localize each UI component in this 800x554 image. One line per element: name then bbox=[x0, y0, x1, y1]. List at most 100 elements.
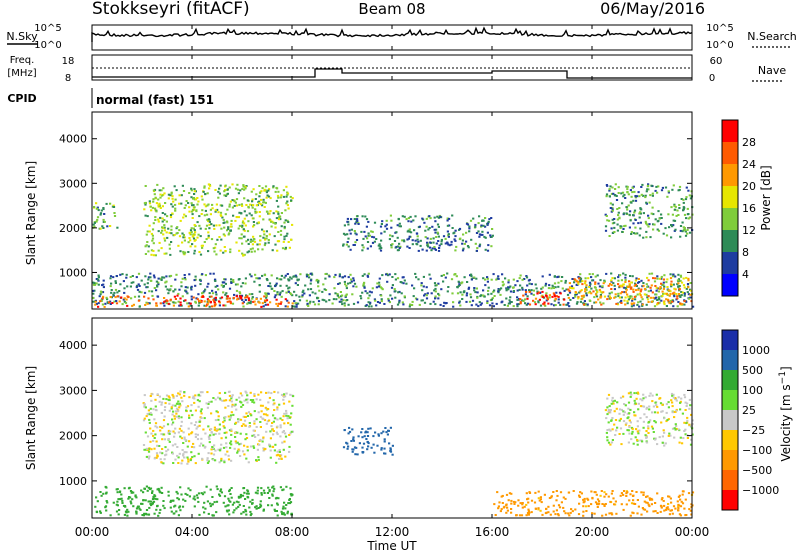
echo-cell bbox=[346, 447, 349, 450]
echo-cell bbox=[190, 295, 193, 298]
echo-cell bbox=[228, 418, 231, 421]
echo-cell bbox=[182, 236, 185, 239]
echo-cell bbox=[547, 287, 550, 290]
echo-cell bbox=[656, 191, 659, 194]
echo-cell bbox=[609, 500, 612, 503]
echo-cell bbox=[632, 290, 635, 293]
echo-cell bbox=[289, 393, 292, 396]
echo-cell bbox=[273, 508, 276, 511]
echo-cell bbox=[637, 191, 640, 194]
echo-cell bbox=[652, 405, 655, 408]
echo-cell bbox=[551, 284, 554, 287]
echo-cell bbox=[650, 503, 653, 506]
echo-cell bbox=[325, 300, 328, 303]
echo-cell bbox=[97, 302, 100, 305]
echo-cell bbox=[305, 275, 309, 278]
x-tick-label: 12:00 bbox=[375, 525, 410, 539]
echo-cell bbox=[666, 506, 669, 509]
echo-cell bbox=[190, 231, 193, 234]
echo-cell bbox=[407, 220, 410, 223]
echo-cell bbox=[633, 209, 637, 212]
echo-cell bbox=[527, 513, 530, 516]
echo-cell bbox=[446, 290, 449, 293]
echo-cell bbox=[210, 305, 214, 308]
echo-cell bbox=[526, 295, 529, 298]
echo-cell bbox=[371, 287, 374, 290]
echo-cell bbox=[248, 293, 251, 296]
echo-cell bbox=[214, 209, 217, 212]
echo-cell bbox=[147, 486, 150, 489]
echo-cell bbox=[438, 244, 441, 247]
echo-cell bbox=[654, 421, 657, 424]
echo-cell bbox=[653, 223, 656, 226]
echo-cell bbox=[480, 302, 483, 305]
echo-cell bbox=[266, 420, 269, 423]
echo-cell bbox=[585, 292, 588, 295]
echo-cell bbox=[200, 408, 203, 411]
echo-cell bbox=[618, 433, 621, 435]
echo-cell bbox=[158, 205, 161, 207]
echo-cell bbox=[562, 496, 565, 499]
echo-cell bbox=[230, 428, 233, 431]
echo-cell bbox=[175, 410, 178, 413]
echo-cell bbox=[254, 303, 257, 306]
echo-cell bbox=[202, 444, 205, 447]
echo-cell bbox=[634, 195, 637, 198]
echo-cell bbox=[577, 296, 580, 299]
echo-cell bbox=[296, 278, 299, 281]
echo-cell bbox=[231, 206, 234, 209]
echo-cell bbox=[285, 185, 288, 188]
echo-cell bbox=[184, 204, 187, 207]
n-search-label: N.Search bbox=[747, 30, 797, 43]
echo-cell bbox=[367, 232, 370, 235]
echo-cell bbox=[396, 249, 399, 252]
echo-cell bbox=[138, 507, 141, 510]
echo-cell bbox=[236, 188, 240, 191]
echo-cell bbox=[378, 243, 381, 246]
echo-cell bbox=[352, 279, 355, 282]
echo-cell bbox=[102, 492, 105, 495]
echo-cell bbox=[289, 292, 292, 295]
echo-cell bbox=[361, 249, 364, 252]
echo-cell bbox=[548, 284, 551, 287]
echo-cell bbox=[430, 292, 433, 295]
echo-cell bbox=[257, 458, 260, 461]
echo-cell bbox=[236, 283, 239, 286]
echo-cell bbox=[115, 510, 119, 513]
echo-cell bbox=[583, 497, 586, 500]
echo-cell bbox=[220, 227, 223, 230]
echo-cell bbox=[284, 305, 287, 308]
echo-cell bbox=[188, 206, 191, 209]
echo-cell bbox=[674, 205, 677, 208]
echo-cell bbox=[362, 246, 365, 249]
echo-cell bbox=[636, 512, 639, 515]
echo-cell bbox=[652, 277, 655, 280]
echo-cell bbox=[219, 490, 222, 493]
echo-cell bbox=[505, 289, 508, 292]
echo-cell bbox=[568, 514, 571, 517]
echo-cell bbox=[682, 201, 685, 204]
echo-cell bbox=[198, 215, 201, 218]
echo-cell bbox=[224, 416, 227, 419]
echo-cell bbox=[269, 219, 272, 222]
echo-cell bbox=[383, 438, 386, 441]
echo-cell bbox=[220, 284, 223, 287]
echo-cell bbox=[613, 231, 616, 233]
echo-cell bbox=[116, 500, 119, 503]
echo-cell bbox=[192, 237, 196, 240]
echo-cell bbox=[610, 402, 613, 405]
echo-cell bbox=[433, 246, 436, 248]
echo-cell bbox=[322, 283, 325, 286]
echo-cell bbox=[436, 231, 439, 234]
echo-cell bbox=[145, 455, 148, 458]
echo-cell bbox=[656, 512, 659, 514]
echo-cell bbox=[434, 287, 437, 290]
echo-cell bbox=[667, 190, 670, 193]
echo-cell bbox=[183, 391, 186, 393]
echo-cell bbox=[683, 229, 686, 232]
echo-cell bbox=[265, 294, 268, 297]
echo-cell bbox=[645, 436, 648, 439]
echo-cell bbox=[182, 442, 185, 444]
echo-cell bbox=[686, 419, 689, 422]
echo-cell bbox=[250, 214, 253, 217]
